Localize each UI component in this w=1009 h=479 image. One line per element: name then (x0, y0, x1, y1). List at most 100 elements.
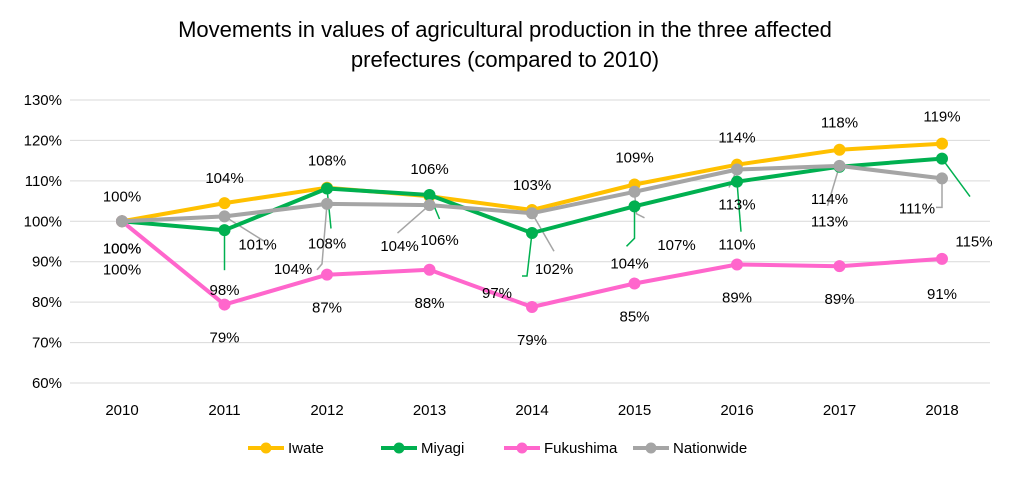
data-label: 113% (718, 197, 755, 214)
x-tick-label: 2011 (208, 402, 240, 419)
y-tick-label: 60% (32, 375, 62, 392)
data-point (218, 210, 231, 223)
data-label: 79% (517, 332, 547, 349)
data-point (936, 252, 948, 265)
y-tick-label: 100% (24, 213, 62, 230)
data-label: 100% (103, 188, 141, 205)
data-point (423, 263, 436, 276)
data-point (628, 277, 641, 290)
chart-title-line-2: prefectures (compared to 2010) (351, 47, 659, 72)
data-label: 88% (414, 295, 444, 312)
data-point (423, 189, 436, 202)
data-label: 118% (821, 115, 858, 132)
leader-line (522, 232, 533, 277)
legend-label: Iwate (288, 440, 324, 457)
data-label: 109% (615, 149, 653, 166)
leader-line (625, 206, 636, 247)
data-label: 104% (205, 170, 243, 187)
x-tick-label: 2016 (720, 402, 753, 419)
data-point (218, 197, 231, 210)
leader-line (224, 215, 265, 243)
data-point (731, 175, 743, 188)
legend-label: Miyagi (421, 440, 464, 457)
data-label: 85% (619, 309, 649, 326)
data-point (936, 152, 948, 165)
data-point (731, 258, 743, 271)
data-point (423, 199, 436, 212)
data-label: 89% (824, 291, 854, 308)
data-label: 101% (238, 236, 276, 253)
legend-label: Fukushima (544, 440, 618, 457)
data-label: 91% (927, 286, 957, 303)
data-label: 107% (657, 237, 695, 254)
leader-line (936, 178, 943, 209)
data-label: 100% (103, 261, 141, 278)
y-tick-label: 90% (32, 254, 62, 271)
leader-line (826, 165, 841, 207)
leader-line (316, 203, 328, 271)
legend: Iwate Miyagi Fukushima Nationwide (248, 440, 747, 457)
x-tick-label: 2017 (823, 402, 856, 419)
legend-marker (393, 442, 405, 454)
y-tick-label: 70% (32, 335, 62, 352)
data-label: 110% (718, 237, 755, 254)
leader-line (736, 181, 742, 232)
data-label: 89% (722, 290, 752, 307)
data-label: 106% (420, 232, 458, 249)
data-point (936, 137, 948, 150)
data-label: 115% (955, 234, 992, 251)
y-tick-label: 120% (24, 132, 62, 149)
data-point (731, 163, 743, 176)
data-label: 108% (308, 236, 346, 253)
data-label: 104% (380, 238, 418, 255)
data-label: 100% (103, 240, 141, 257)
data-point (321, 182, 333, 195)
data-point (526, 300, 538, 313)
y-tick-label: 130% (24, 92, 62, 109)
data-point (218, 298, 231, 311)
data-label: 98% (209, 282, 239, 299)
data-point (526, 207, 538, 220)
x-tick-label: 2014 (515, 402, 548, 419)
x-tick-label: 2018 (925, 402, 958, 419)
data-label: 102% (535, 261, 573, 278)
y-axis-tick-labels: 60% 70% 80% 90% 100% 110% 120% 130% (24, 92, 62, 392)
legend-label: Nationwide (673, 440, 747, 457)
x-tick-label: 2013 (413, 402, 446, 419)
series-lines (116, 137, 948, 313)
data-point (218, 224, 231, 237)
data-label: 119% (923, 109, 960, 126)
x-axis-tick-labels: 2010 2011 2012 2013 2014 2015 2016 2017 2018 (105, 402, 958, 419)
data-point (833, 159, 846, 172)
data-label: 114% (718, 130, 755, 147)
data-label: 87% (312, 300, 342, 317)
data-label: 104% (610, 255, 648, 272)
x-tick-label: 2012 (310, 402, 343, 419)
data-label: 103% (513, 177, 551, 194)
x-tick-label: 2015 (618, 402, 651, 419)
legend-marker (645, 442, 657, 454)
data-label: 113% (811, 214, 848, 231)
data-label: 100% (103, 240, 141, 257)
y-tick-label: 80% (32, 294, 62, 311)
y-tick-label: 110% (25, 173, 62, 190)
data-point (833, 260, 846, 273)
data-point (628, 185, 641, 198)
leader-line (941, 158, 971, 198)
data-point (321, 197, 333, 210)
data-label: 114% (811, 191, 848, 208)
legend-marker (260, 442, 272, 454)
data-point (833, 143, 846, 156)
data-point (628, 200, 641, 213)
leader-line (397, 204, 430, 234)
data-label: 111% (899, 200, 935, 217)
data-label: 106% (410, 161, 448, 178)
chart-title-line-1: Movements in values of agricultural prod… (178, 17, 832, 42)
data-point (936, 172, 948, 185)
data-point (321, 268, 333, 281)
data-label: 104% (274, 261, 312, 278)
legend-marker (516, 442, 528, 454)
data-label: 79% (209, 330, 239, 347)
data-labels: 100% 104% 108% 106% 103% 109% 114% 118% 119% 100%… (103, 109, 993, 349)
